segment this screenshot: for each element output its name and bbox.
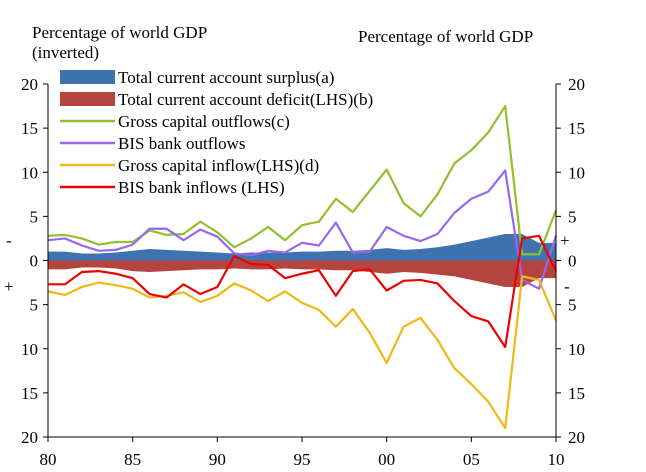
line-series-2	[47, 104, 558, 256]
x-tick-label: 05	[463, 450, 480, 469]
line-series	[47, 104, 558, 430]
left-axis-title-line2: (inverted)	[32, 43, 99, 62]
legend-label: Gross capital outflows(c)	[118, 112, 290, 131]
legend-swatch	[60, 92, 115, 106]
x-tick-label: 80	[40, 450, 57, 469]
y-right-tick-label: 10	[568, 340, 585, 359]
right-upper-sign: +	[560, 231, 570, 250]
y-left-tick-label: 20	[21, 75, 38, 94]
legend-label: Total current account surplus(a)	[118, 68, 334, 87]
y-left-tick-label: 0	[30, 252, 39, 271]
area-series-1	[48, 260, 556, 287]
area-series	[48, 234, 556, 287]
left-lower-sign: +	[4, 277, 14, 296]
legend-label: BIS bank inflows (LHS)	[118, 178, 285, 197]
legend: Total current account surplus(a) Total cu…	[60, 68, 373, 197]
y-left-tick-label: 15	[21, 119, 38, 138]
right-lower-sign: -	[564, 277, 570, 296]
x-tick-label: 90	[209, 450, 226, 469]
area-series-0	[48, 234, 556, 261]
right-axis-title: Percentage of world GDP	[358, 27, 533, 46]
legend-swatch	[60, 70, 115, 84]
legend-label: BIS bank outflows	[118, 134, 246, 153]
left-axis-title-line1: Percentage of world GDP	[32, 23, 207, 42]
y-right-tick-label: 10	[568, 163, 585, 182]
line-series-5	[48, 234, 557, 349]
y-left-tick-label: 10	[21, 163, 38, 182]
x-tick-label: 10	[548, 450, 565, 469]
y-right-tick-label: 20	[568, 428, 585, 447]
y-right-tick-label: 20	[568, 75, 585, 94]
x-tick-label: 00	[378, 450, 395, 469]
legend-label: Total current account deficit(LHS)(b)	[118, 90, 373, 109]
y-left-tick-label: 10	[21, 340, 38, 359]
line-series-3	[47, 169, 558, 290]
line-series-4	[47, 275, 558, 430]
left-upper-sign: -	[6, 231, 12, 250]
legend-label: Gross capital inflow(LHS)(d)	[118, 156, 319, 175]
y-left-tick-label: 20	[21, 428, 38, 447]
y-left-tick-label: 15	[21, 384, 38, 403]
y-right-tick-label: 5	[568, 296, 577, 315]
y-right-tick-label: 15	[568, 119, 585, 138]
y-right-tick-label: 15	[568, 384, 585, 403]
y-left-tick-label: 5	[30, 207, 39, 226]
y-right-tick-label: 5	[568, 207, 577, 226]
y-left-tick-label: 5	[30, 296, 39, 315]
x-tick-label: 85	[124, 450, 141, 469]
x-tick-label: 95	[294, 450, 311, 469]
y-right-tick-label: 0	[568, 252, 577, 271]
